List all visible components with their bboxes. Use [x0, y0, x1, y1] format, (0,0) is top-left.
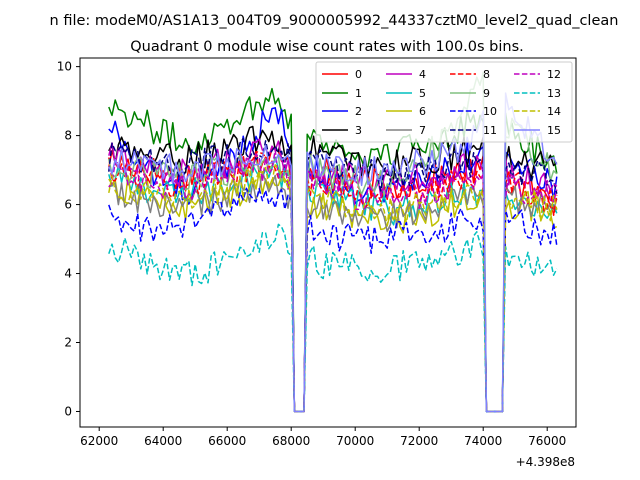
legend-box: [315, 61, 573, 143]
x-tick-label: 74000: [464, 434, 502, 448]
series-line-8: [108, 150, 558, 413]
y-tick-label: 0: [64, 404, 72, 418]
y-tick-label: 2: [64, 336, 72, 350]
chart-title: Quadrant 0 module wise count rates with …: [130, 39, 524, 55]
y-axis: 0 2 4 6 8 10: [57, 60, 80, 418]
series-line-11: [108, 137, 558, 413]
legend-label-2: 2: [355, 105, 362, 118]
legend-label-4: 4: [419, 68, 426, 81]
series-line-4: [108, 138, 558, 413]
series-line-7: [108, 170, 558, 413]
x-offset-label: +4.398e8: [516, 455, 575, 469]
series-line-10: [108, 187, 558, 413]
x-tick-label: 70000: [336, 434, 374, 448]
series-line-13: [108, 223, 558, 413]
legend-label-10: 10: [483, 105, 497, 118]
legend-label-9: 9: [483, 87, 490, 100]
legend-label-12: 12: [547, 68, 561, 81]
x-tick-label: 68000: [272, 434, 310, 448]
x-tick-label: 64000: [144, 434, 182, 448]
y-tick-label: 10: [57, 60, 72, 74]
y-tick-label: 4: [64, 267, 72, 281]
y-tick-label: 8: [64, 129, 72, 143]
legend-label-1: 1: [355, 87, 362, 100]
legend-label-8: 8: [483, 68, 490, 81]
legend-label-3: 3: [355, 124, 362, 137]
legend-label-7: 7: [419, 124, 426, 137]
x-tick-label: 76000: [528, 434, 566, 448]
x-axis: 62000 64000 66000 68000 70000 72000 74000 76000: [80, 427, 566, 448]
x-tick-label: 66000: [208, 434, 246, 448]
series-line-12: [108, 149, 558, 413]
legend-label-13: 13: [547, 87, 561, 100]
legend-label-11: 11: [483, 124, 497, 137]
plot-frame: [79, 57, 577, 428]
x-tick-label: 62000: [80, 434, 118, 448]
legend-label-14: 14: [547, 105, 561, 118]
legend-label-15: 15: [547, 124, 561, 137]
figure-suptitle: n file: modeM0/AS1A13_004T09_9000005992_…: [50, 13, 619, 29]
y-tick-label: 6: [64, 198, 72, 212]
legend-label-6: 6: [419, 105, 426, 118]
legend-label-5: 5: [419, 87, 426, 100]
x-tick-label: 72000: [400, 434, 438, 448]
legend-label-0: 0: [355, 68, 362, 81]
series-line-2: [108, 107, 558, 413]
series-line-14: [108, 164, 558, 413]
